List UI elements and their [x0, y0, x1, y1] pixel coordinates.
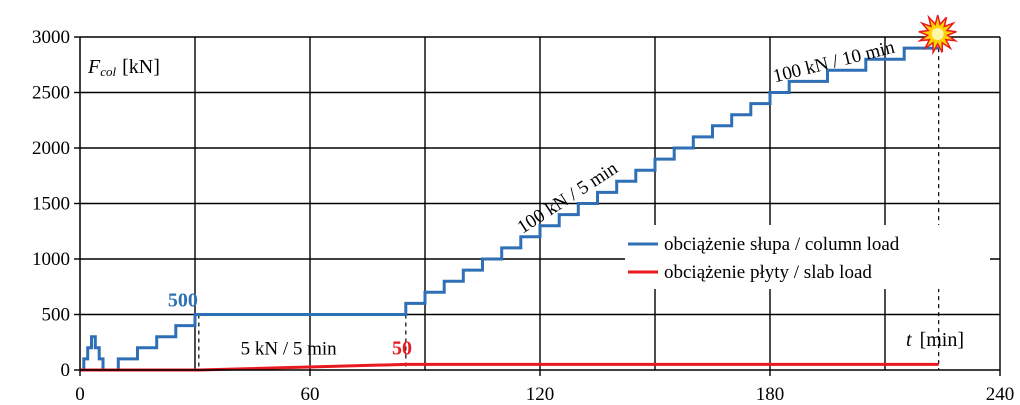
- y-tick-label: 3000: [32, 27, 70, 48]
- annotation-50: 50: [392, 337, 412, 359]
- series-line-slab-load: [80, 362, 939, 372]
- annotation-100kn-10min: 100 kN / 10 min: [771, 37, 897, 88]
- y-tick-label: 1500: [32, 194, 70, 215]
- x-axis-label: t [min]: [906, 329, 964, 351]
- annotation-5kn-5min: 5 kN / 5 min: [241, 338, 338, 359]
- y-tick-label: 2000: [32, 138, 70, 159]
- y-tick-label: 500: [42, 305, 71, 326]
- legend-label-column: obciążenie słupa / column load: [664, 234, 900, 255]
- x-tick-label: 60: [301, 384, 320, 405]
- y-tick-label: 2500: [32, 83, 70, 104]
- legend-label-slab: obciążenie płyty / slab load: [664, 262, 872, 283]
- y-tick-label: 1000: [32, 249, 70, 270]
- annotation-100kn-5min: 100 kN / 5 min: [514, 158, 622, 239]
- failure-burst-core: [931, 28, 944, 40]
- series-line-column-load: [80, 46, 939, 372]
- markers: [917, 14, 959, 56]
- y-axis-label: Fcol [kN]: [87, 56, 160, 79]
- x-tick-label: 180: [756, 384, 785, 405]
- legend: obciążenie słupa / column load obciążeni…: [625, 225, 990, 289]
- y-tick-label: 0: [61, 360, 71, 381]
- tick-labels: 0 500 1000 1500 2000 2500 3000 0 60 120 180 240: [32, 27, 1014, 405]
- x-tick-label: 0: [75, 384, 85, 405]
- x-tick-label: 240: [986, 384, 1015, 405]
- annotation-500: 500: [168, 290, 198, 312]
- axes: [74, 36, 1001, 376]
- dashed-markers: [198, 48, 940, 370]
- x-tick-label: 120: [526, 384, 555, 405]
- series-lines: [80, 46, 939, 372]
- legend-background: [625, 225, 990, 289]
